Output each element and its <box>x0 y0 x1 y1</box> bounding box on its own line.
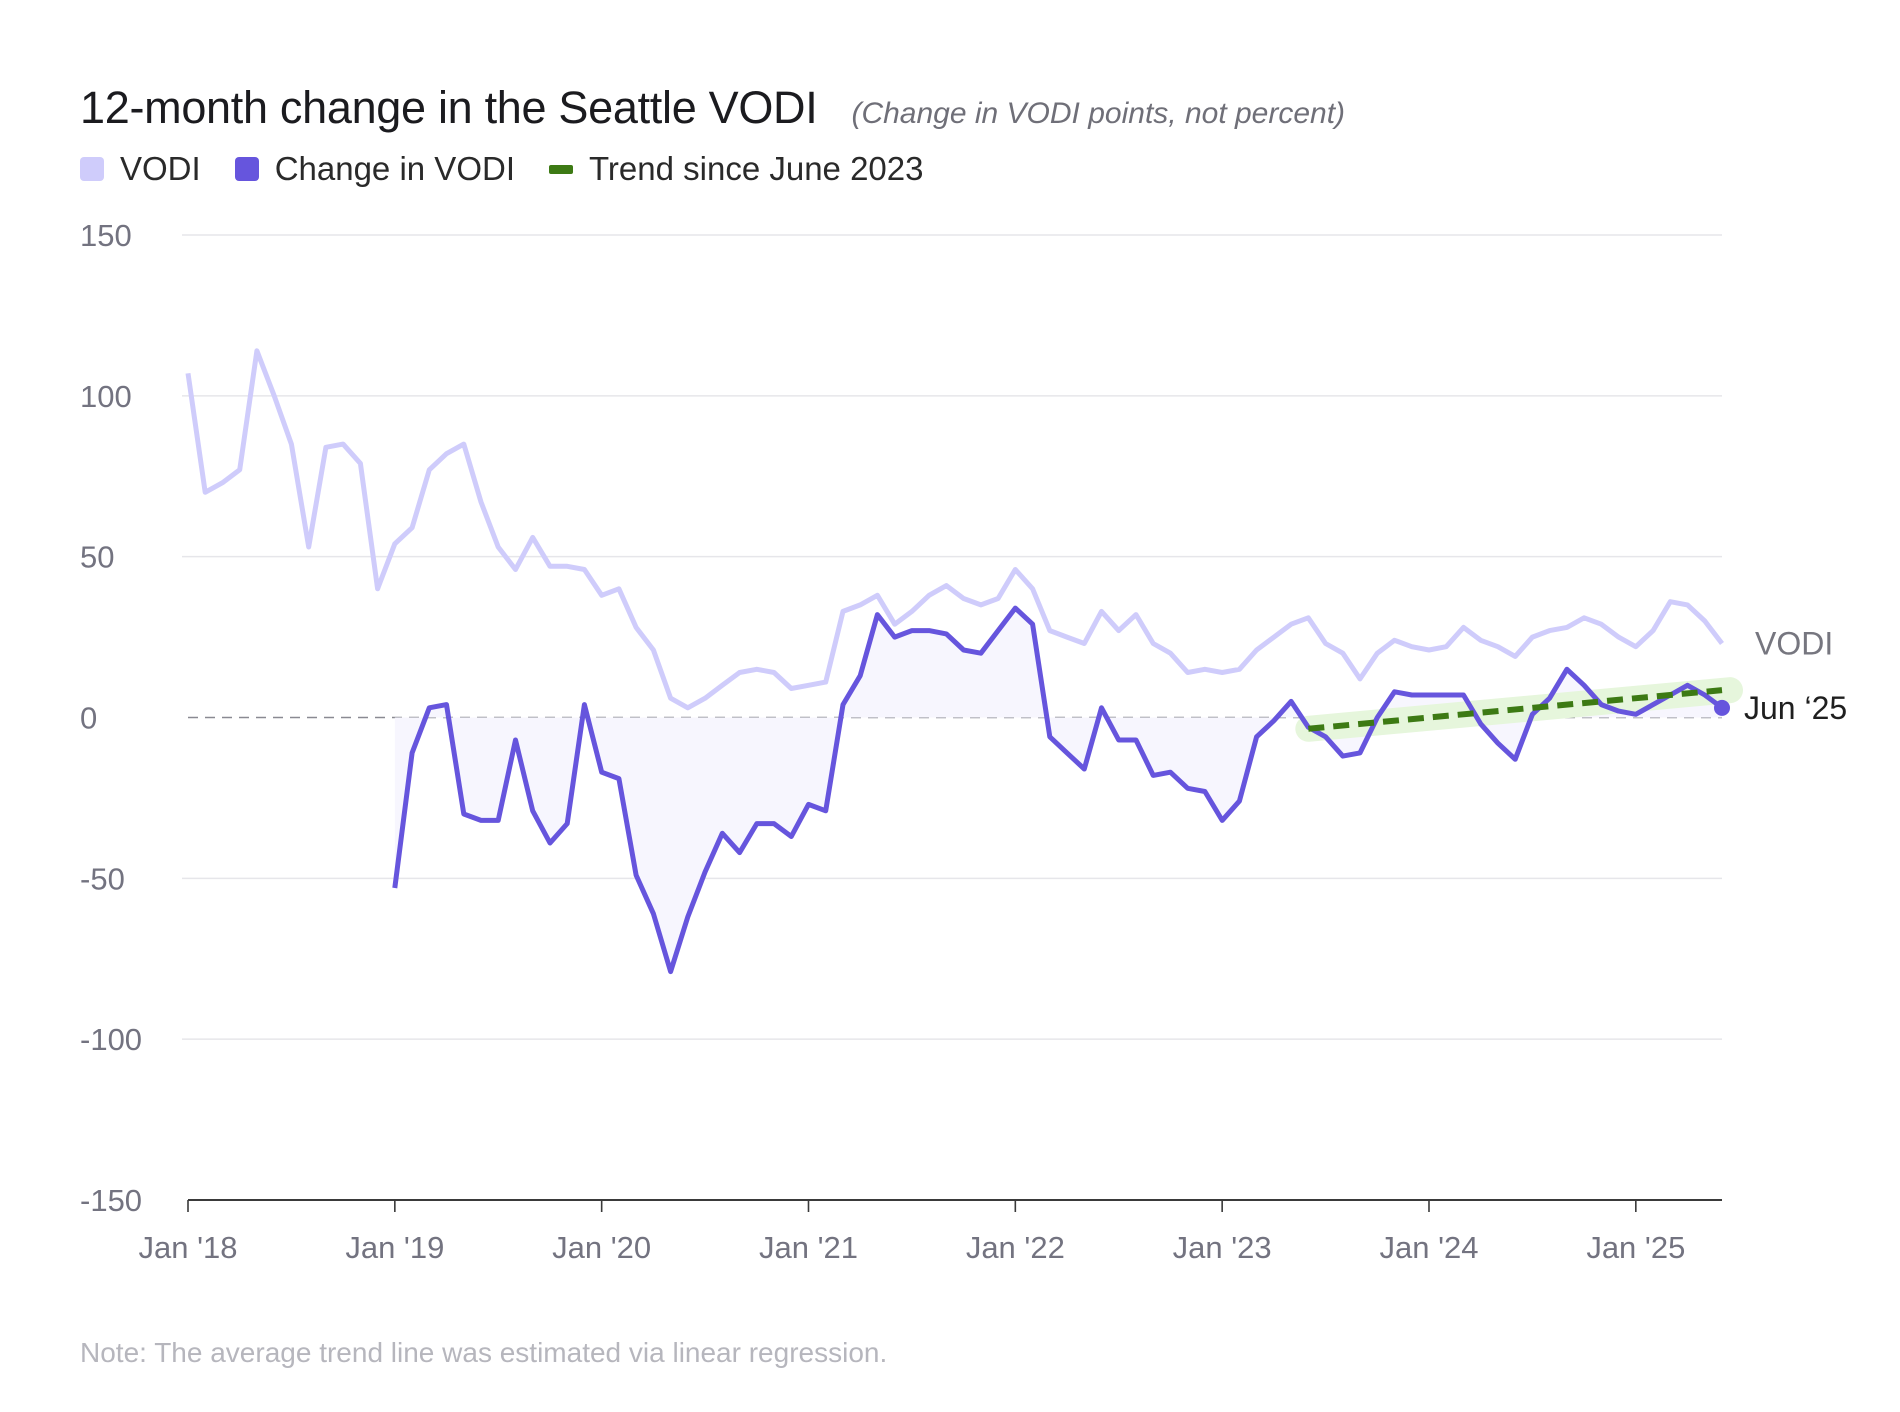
x-tick-label: Jan '21 <box>759 1230 858 1265</box>
chart-subtitle: (Change in VODI points, not percent) <box>851 97 1346 130</box>
y-tick-label: 100 <box>80 379 132 414</box>
y-tick-label: 0 <box>80 701 97 736</box>
x-tick-label: Jan '25 <box>1586 1230 1685 1265</box>
y-tick-label: 50 <box>80 540 114 575</box>
x-tick-label: Jan '20 <box>552 1230 651 1265</box>
trend-line <box>1308 687 1723 732</box>
legend-item-change: Change in VODI <box>234 150 515 188</box>
legend-label-change: Change in VODI <box>274 150 515 187</box>
y-tick-label: -50 <box>80 861 125 896</box>
axes: 150 100 50 0 -50 -100 -150 Jan '18 Jan '19 Jan '2… <box>80 218 1722 1265</box>
x-tick-label: Jan '18 <box>139 1230 238 1265</box>
x-tick-label: Jan '19 <box>345 1230 444 1265</box>
change-area-fill <box>394 608 1722 972</box>
y-tick-label: 150 <box>80 218 132 253</box>
legend-swatch-trend <box>549 164 573 174</box>
vodi-end-label: VODI <box>1755 626 1833 662</box>
vodi-line <box>185 348 1724 711</box>
x-tick-label: Jan '23 <box>1173 1230 1272 1265</box>
series-lines <box>185 348 1724 975</box>
change-area <box>394 608 1722 972</box>
chart-legend: VODI Change in VODI Trend since June 202… <box>80 150 924 188</box>
chart-header: 12-month change in the Seattle VODI (Cha… <box>80 82 1345 134</box>
chart-title: 12-month change in the Seattle VODI <box>80 82 818 133</box>
annotations: VODI Jun ‘25 <box>1714 626 1847 726</box>
legend-item-trend: Trend since June 2023 <box>549 150 924 188</box>
legend-item-vodi: VODI <box>80 150 201 188</box>
y-tick-label: -100 <box>80 1022 142 1057</box>
change-end-dot <box>1714 699 1730 716</box>
change-line <box>392 605 1724 975</box>
y-tick-label: -150 <box>80 1183 142 1218</box>
chart-note: Note: The average trend line was estimat… <box>80 1337 888 1368</box>
legend-label-vodi: VODI <box>120 150 201 187</box>
x-tick-label: Jan '22 <box>966 1230 1065 1265</box>
change-end-label: Jun ‘25 <box>1744 690 1847 726</box>
x-tick-label: Jan '24 <box>1379 1230 1478 1265</box>
legend-swatch-vodi <box>80 157 104 181</box>
legend-label-trend: Trend since June 2023 <box>589 150 924 187</box>
legend-swatch-change <box>234 157 259 181</box>
